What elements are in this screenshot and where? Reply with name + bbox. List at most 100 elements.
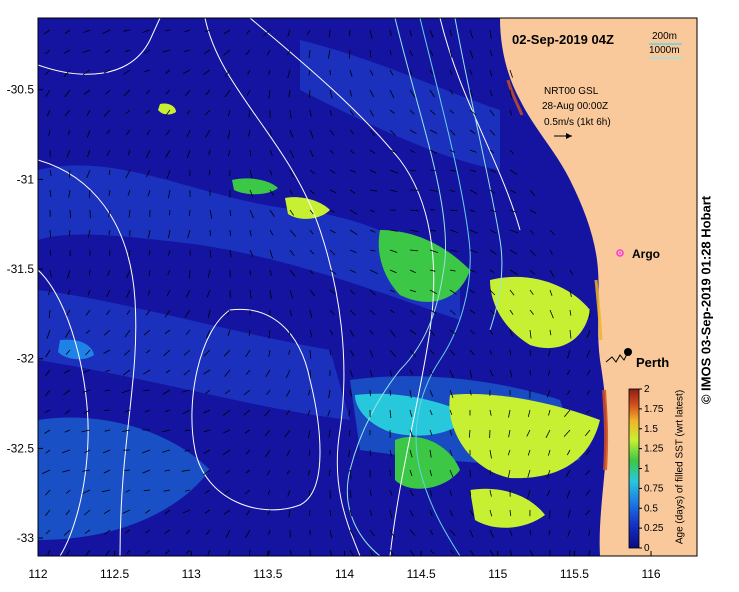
current-arrow (44, 409, 51, 414)
current-arrow (203, 349, 211, 357)
current-arrow (268, 69, 271, 76)
current-arrow (449, 229, 458, 233)
current-arrow (585, 489, 591, 496)
current-arrow (409, 129, 417, 135)
current-arrow (64, 89, 71, 98)
current-arrow (289, 109, 292, 119)
current-arrow (308, 489, 311, 497)
current-arrow (206, 329, 211, 338)
current-arrow (329, 189, 337, 194)
current-arrow (66, 309, 71, 316)
current-arrow (389, 269, 397, 274)
current-arrow (449, 89, 454, 95)
x-tick-label: 113.5 (253, 567, 282, 581)
current-arrow (104, 529, 111, 535)
current-arrow (409, 409, 413, 417)
current-arrow (186, 149, 191, 159)
current-arrow (565, 469, 571, 477)
current-arrow (349, 129, 355, 135)
current-arrow (125, 169, 131, 179)
current-arrow (309, 249, 315, 255)
current-arrow (223, 29, 231, 35)
current-arrow (66, 149, 71, 158)
current-arrow (207, 269, 211, 279)
current-arrow (349, 229, 358, 236)
current-arrow (527, 449, 531, 456)
current-arrow (509, 529, 513, 537)
current-arrow (269, 289, 272, 299)
current-arrow (489, 149, 495, 154)
current-arrow (164, 329, 171, 335)
current-arrow (529, 249, 536, 256)
current-arrow (349, 209, 358, 215)
current-arrow (489, 189, 496, 194)
current-arrow (409, 349, 417, 357)
current-arrow (469, 269, 476, 273)
current-arrow (546, 389, 551, 398)
current-arrow (429, 429, 433, 436)
current-arrow (429, 289, 438, 295)
current-arrow (104, 329, 111, 336)
current-arrow (563, 429, 571, 437)
current-arrow (309, 209, 314, 215)
current-arrow (229, 249, 232, 257)
map-frame (37, 17, 698, 557)
ssh-contours (38, 18, 521, 556)
current-arrow (529, 209, 537, 214)
current-arrow (309, 369, 311, 378)
current-arrow (204, 129, 211, 138)
current-arrow (103, 469, 111, 474)
current-arrow (165, 69, 171, 74)
current-arrow (469, 109, 477, 116)
current-arrow (349, 289, 355, 295)
current-arrow (183, 369, 191, 376)
current-arrow (144, 409, 151, 413)
current-arrow (348, 429, 351, 436)
current-arrow (163, 489, 171, 492)
current-arrow (64, 329, 71, 338)
current-arrow (83, 509, 91, 516)
current-arrow (549, 309, 554, 319)
current-arrow (142, 369, 151, 375)
current-arrow (245, 529, 251, 538)
current-arrow (469, 229, 478, 234)
sst-patch (355, 393, 470, 436)
current-arrow (104, 389, 111, 392)
current-arrow (429, 149, 437, 154)
current-arrow (148, 229, 151, 238)
current-arrow (409, 169, 417, 172)
current-arrow (489, 229, 497, 234)
current-arrow (164, 549, 171, 555)
argo-marker-icon (616, 249, 624, 257)
current-arrow (327, 49, 331, 59)
colorbar-tick-label: 1 (644, 464, 650, 475)
current-arrow (369, 309, 376, 316)
current-arrow (507, 449, 511, 456)
sst-patch (158, 103, 176, 115)
x-tick-label: 114 (335, 567, 354, 581)
current-arrow (389, 289, 396, 293)
current-arrow (369, 349, 374, 358)
current-arrow (45, 489, 51, 496)
current-arrow (469, 129, 476, 135)
current-arrow (409, 89, 416, 98)
x-tick-label: 116 (641, 567, 660, 581)
colorbar-tick-label: 0 (644, 543, 650, 554)
current-arrow (269, 129, 272, 136)
ocean-band (38, 290, 350, 420)
current-arrow (327, 409, 331, 417)
current-arrow (289, 189, 293, 195)
current-arrow (469, 49, 474, 59)
current-arrow (308, 449, 311, 456)
current-arrow (586, 409, 591, 414)
current-arrow (105, 549, 111, 556)
current-arrow (249, 149, 252, 156)
current-arrow (267, 509, 271, 516)
current-arrow (489, 49, 493, 57)
current-arrow (85, 349, 91, 356)
current-arrow (548, 349, 551, 357)
current-arrow (409, 249, 419, 252)
current-arrow (165, 89, 171, 95)
current-arrow (249, 229, 252, 237)
current-arrow (49, 229, 52, 238)
